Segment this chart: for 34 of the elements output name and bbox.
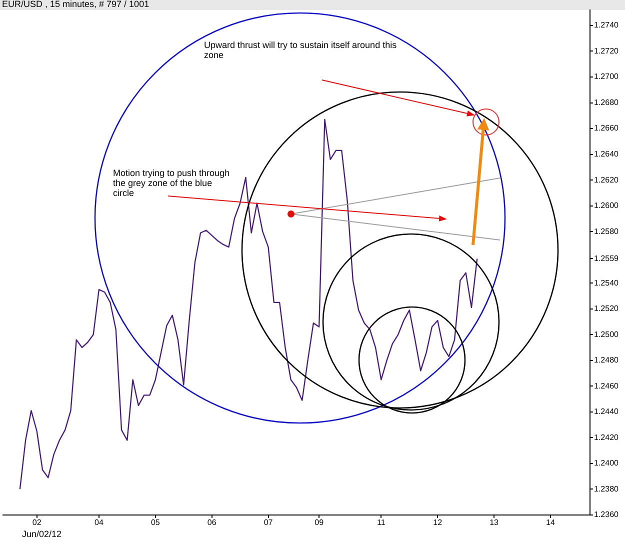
x-tick-label: 05 (150, 518, 160, 528)
text: Jun/02/12 (22, 529, 63, 539)
x-tick-label: 02 (32, 518, 42, 528)
y-tick-label: 1.2620 (594, 175, 620, 184)
annotation: Motion trying to push through the grey zone of the blue circle (113, 168, 231, 198)
chart-title: EUR/USD , 15 minutes, # 797 / 1001 (2, 0, 150, 9)
x-tick-label: 13 (490, 518, 500, 528)
x-tick-label: 14 (546, 518, 556, 528)
y-tick-label: 1.2640 (594, 149, 620, 158)
y-tick-label: 1.2360 (594, 510, 620, 520)
y-tick-label: 1.2420 (594, 432, 620, 442)
y-tick-label: 1.2540 (594, 278, 620, 288)
y-tick-label: 1.2559 (594, 254, 620, 263)
y-tick-label: 1.2680 (594, 98, 620, 107)
y-tick-label: 1.2600 (594, 201, 620, 210)
y-tick-label: 1.2440 (594, 407, 620, 416)
x-tick-label: 07 (264, 518, 274, 528)
x-tick-label: 12 (433, 518, 443, 528)
y-tick-label: 1.2460 (594, 381, 620, 390)
y-tick-label: 1.2720 (594, 46, 620, 56)
x-tick-label: 11 (377, 518, 386, 528)
y-tick-label: 1.2480 (594, 356, 620, 365)
y-tick-label: 1.2660 (594, 124, 620, 133)
y-tick-label: 1.2380 (594, 484, 620, 494)
x-tick-label: 06 (207, 518, 217, 528)
y-tick-label: 1.2580 (594, 226, 620, 236)
y-tick-label: 1.2740 (594, 20, 620, 30)
annotation: Upward thrust will try to sustain itself around this zone (204, 40, 398, 60)
y-tick-label: 1.2400 (594, 458, 620, 468)
x-tick-label: 04 (94, 518, 104, 528)
y-tick-label: 1.2700 (594, 72, 620, 82)
y-tick-label: 1.2500 (594, 330, 620, 339)
y-tick-label: 1.2520 (594, 304, 620, 314)
x-tick-label: 09 (314, 518, 324, 528)
